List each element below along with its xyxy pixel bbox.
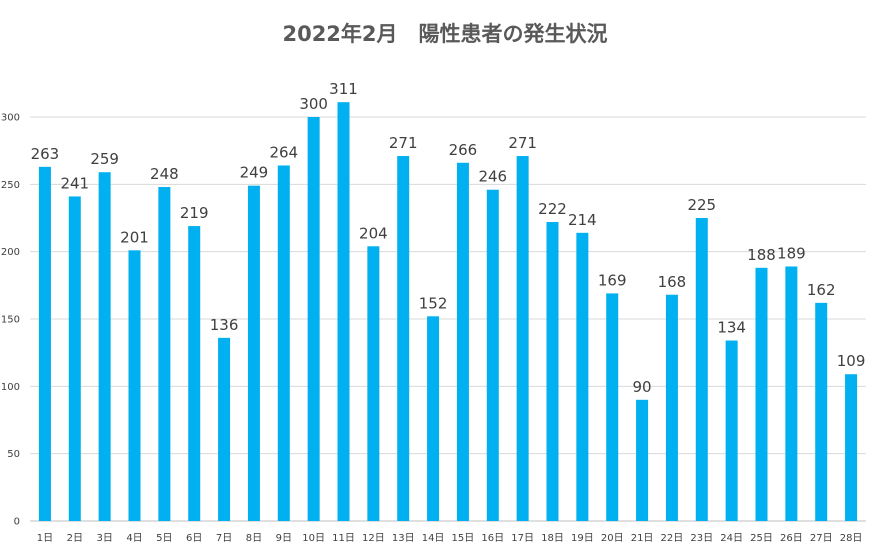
x-tick-label: 4日 <box>126 533 142 544</box>
x-tick-label: 28日 <box>840 533 863 544</box>
bar <box>277 165 290 522</box>
bar <box>247 185 260 521</box>
bar <box>397 156 410 521</box>
data-label: 188 <box>747 246 776 264</box>
x-tick-label: 17日 <box>511 533 534 544</box>
x-tick-label: 19日 <box>571 533 594 544</box>
bar <box>38 166 51 521</box>
data-label: 264 <box>269 143 298 161</box>
x-tick-label: 18日 <box>541 533 564 544</box>
bar <box>158 187 171 521</box>
bar <box>188 226 201 521</box>
bars <box>38 102 858 522</box>
axes: 0 50 100 150 200 250 300 1日 2日 3日 4日 5日 6日 7日 8日 9日 10日 1… <box>1 113 863 545</box>
bar <box>755 267 768 521</box>
x-tick-label: 16日 <box>481 533 504 544</box>
data-label: 241 <box>60 174 89 192</box>
data-label: 189 <box>777 244 806 262</box>
data-label: 271 <box>389 134 418 152</box>
x-tick-label: 13日 <box>392 533 415 544</box>
data-label: 152 <box>419 294 448 312</box>
data-label: 271 <box>508 134 537 152</box>
bar <box>606 293 619 521</box>
bar <box>367 246 380 521</box>
data-label: 136 <box>210 316 239 334</box>
x-tick-label: 21日 <box>631 533 654 544</box>
data-label: 300 <box>299 95 328 113</box>
y-tick-label: 50 <box>7 449 20 460</box>
data-label: 225 <box>687 196 716 214</box>
bar <box>576 232 589 521</box>
bar <box>427 316 440 521</box>
bar <box>785 266 798 521</box>
x-tick-label: 10日 <box>302 533 325 544</box>
x-tick-label: 27日 <box>810 533 833 544</box>
x-tick-label: 14日 <box>422 533 445 544</box>
x-tick-label: 15日 <box>452 533 475 544</box>
data-label: 266 <box>449 141 478 159</box>
data-label: 204 <box>359 224 388 242</box>
data-label: 201 <box>120 228 149 246</box>
y-tick-label: 250 <box>1 180 20 191</box>
data-label: 90 <box>633 378 652 396</box>
bar <box>516 156 529 521</box>
bar <box>845 374 858 521</box>
x-tick-label: 23日 <box>690 533 713 544</box>
bar <box>815 302 828 521</box>
x-tick-label: 3日 <box>96 533 112 544</box>
y-tick-label: 200 <box>1 247 20 258</box>
x-tick-label: 9日 <box>276 533 292 544</box>
data-label: 219 <box>180 204 209 222</box>
bar <box>486 189 499 521</box>
y-tick-label: 150 <box>1 315 20 326</box>
bar <box>128 250 141 521</box>
data-label: 248 <box>150 165 179 183</box>
x-tick-label: 26日 <box>780 533 803 544</box>
bar <box>218 337 231 521</box>
x-tick-label: 8日 <box>246 533 262 544</box>
x-tick-label: 25日 <box>750 533 773 544</box>
bar <box>98 172 111 522</box>
x-tick-label: 7日 <box>216 533 232 544</box>
data-label: 249 <box>240 164 269 182</box>
bar <box>695 218 708 521</box>
bar <box>337 102 350 521</box>
y-tick-label: 100 <box>1 382 20 393</box>
data-label: 169 <box>598 271 627 289</box>
data-label: 263 <box>31 145 60 163</box>
bar <box>546 222 559 522</box>
data-label: 222 <box>538 200 567 218</box>
x-tick-label: 6日 <box>186 533 202 544</box>
x-tick-label: 22日 <box>661 533 684 544</box>
bar <box>68 196 81 521</box>
bar <box>636 399 649 521</box>
bar <box>725 340 738 521</box>
data-label: 162 <box>807 281 836 299</box>
bar <box>307 117 320 521</box>
x-tick-label: 24日 <box>720 533 743 544</box>
data-label: 168 <box>658 273 687 291</box>
data-label: 246 <box>478 168 507 186</box>
bar <box>456 162 469 521</box>
data-label: 214 <box>568 211 597 229</box>
x-tick-label: 5日 <box>156 533 172 544</box>
data-label: 259 <box>90 150 119 168</box>
data-label: 311 <box>329 80 358 98</box>
x-tick-label: 11日 <box>332 533 355 544</box>
chart-title: 2022年2月 陽性患者の発生状況 <box>282 22 608 46</box>
data-label: 134 <box>717 319 746 337</box>
x-tick-label: 2日 <box>67 533 83 544</box>
x-tick-label: 20日 <box>601 533 624 544</box>
data-label: 109 <box>837 352 866 370</box>
bar <box>665 294 678 521</box>
x-tick-label: 1日 <box>37 533 53 544</box>
y-tick-label: 0 <box>14 517 20 528</box>
x-tick-label: 12日 <box>362 533 385 544</box>
y-tick-label: 300 <box>1 113 20 124</box>
